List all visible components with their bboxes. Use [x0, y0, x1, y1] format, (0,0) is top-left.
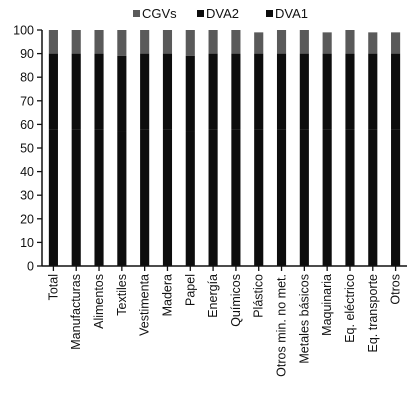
- y-tick-label: 30: [20, 189, 34, 203]
- x-tick-label: Metales básicos: [297, 274, 311, 364]
- bar-dva2-9: [254, 53, 264, 130]
- bar-dva2-15: [391, 53, 401, 130]
- bar-dva1-3: [117, 131, 127, 266]
- legend-label-cgvs: CGVs: [142, 6, 177, 21]
- legend-swatch-cgvs: [133, 10, 140, 17]
- bar-cgvs-10: [276, 30, 287, 54]
- bar-cgvs-11: [299, 30, 309, 54]
- y-tick-label: 0: [27, 260, 34, 274]
- bar-dva1-1: [71, 129, 81, 266]
- legend-swatch-dva2: [197, 10, 204, 17]
- bar-dva1-6: [185, 131, 195, 266]
- bar-dva1-11: [299, 129, 309, 266]
- bar-dva1-2: [94, 129, 104, 266]
- bar-dva2-11: [299, 53, 309, 130]
- x-tick-label: Plástico: [252, 274, 266, 318]
- y-tick-label: 70: [20, 94, 34, 108]
- x-tick-label: Otros min. no met.: [275, 274, 289, 377]
- bar-cgvs-4: [140, 30, 150, 54]
- y-tick-label: 100: [13, 24, 34, 38]
- bar-dva2-3: [117, 55, 127, 132]
- legend-swatch-dva1: [266, 10, 273, 17]
- bar-dva2-0: [48, 53, 58, 130]
- legend-label-dva1: DVA1: [275, 6, 308, 21]
- x-tick-label: Manufacturas: [69, 274, 83, 350]
- x-tick-label: Maquinaria: [320, 274, 334, 336]
- y-tick-label: 20: [20, 212, 34, 226]
- x-tick-label: Alimentos: [92, 274, 106, 329]
- x-tick-label: Vestimenta: [138, 274, 152, 336]
- bar-dva1-12: [322, 129, 332, 266]
- bar-cgvs-14: [368, 32, 378, 54]
- bar-dva2-10: [276, 53, 287, 130]
- y-tick-label: 10: [20, 236, 34, 250]
- bar-cgvs-9: [254, 32, 264, 54]
- bar-dva1-15: [391, 129, 401, 266]
- bar-cgvs-6: [185, 30, 195, 56]
- y-axis: 0 10 20 30 40 50 60 70 80 90 100: [13, 24, 43, 274]
- y-tick-label: 60: [20, 118, 34, 132]
- y-tick-label: 50: [20, 142, 34, 156]
- x-tick-label: Químicos: [229, 274, 243, 327]
- bar-cgvs-7: [208, 30, 218, 54]
- bar-dva2-8: [231, 53, 241, 130]
- bar-dva1-0: [48, 129, 58, 266]
- bar-dva2-13: [345, 53, 355, 130]
- y-tick-label: 90: [20, 47, 34, 61]
- y-tick-label: 80: [20, 71, 34, 85]
- bar-cgvs-15: [391, 32, 401, 54]
- bar-dva2-12: [322, 53, 332, 130]
- bar-cgvs-1: [71, 30, 81, 54]
- x-tick-label: Textiles: [115, 274, 129, 316]
- x-tick-label: Otros: [389, 274, 403, 305]
- x-tick-label: Eq. eléctrico: [343, 274, 357, 343]
- x-axis: Total Manufacturas Alimentos Textiles Vestim…: [42, 265, 407, 377]
- bar-cgvs-8: [231, 30, 241, 54]
- bar-cgvs-5: [162, 30, 173, 54]
- bars: [48, 30, 401, 266]
- bar-cgvs-3: [117, 30, 127, 56]
- bar-cgvs-13: [345, 30, 355, 54]
- bar-dva2-5: [162, 53, 173, 130]
- bar-dva1-8: [231, 129, 241, 266]
- bar-dva1-5: [162, 129, 173, 266]
- bar-dva2-14: [368, 53, 378, 130]
- bar-dva1-14: [368, 129, 378, 266]
- bar-dva1-13: [345, 129, 355, 266]
- bar-dva2-6: [185, 55, 195, 132]
- legend-label-dva2: DVA2: [206, 6, 239, 21]
- bar-dva1-4: [140, 129, 150, 266]
- bar-dva2-4: [140, 53, 150, 130]
- bar-cgvs-2: [94, 30, 104, 54]
- y-tick-label: 40: [20, 165, 34, 179]
- bar-dva1-7: [208, 129, 218, 266]
- x-tick-label: Total: [46, 274, 60, 300]
- bar-dva1-9: [254, 129, 264, 266]
- bar-dva2-1: [71, 53, 81, 130]
- bar-cgvs-0: [48, 30, 58, 54]
- bar-dva1-10: [276, 129, 287, 266]
- x-tick-label: Energía: [206, 274, 220, 318]
- legend: CGVs DVA2 DVA1: [133, 6, 308, 21]
- x-tick-label: Madera: [160, 274, 174, 316]
- bar-dva2-2: [94, 53, 104, 130]
- bar-dva2-7: [208, 53, 218, 130]
- x-tick-label: Papel: [183, 274, 197, 306]
- x-tick-label: Eq. transporte: [366, 274, 380, 353]
- bar-cgvs-12: [322, 32, 332, 54]
